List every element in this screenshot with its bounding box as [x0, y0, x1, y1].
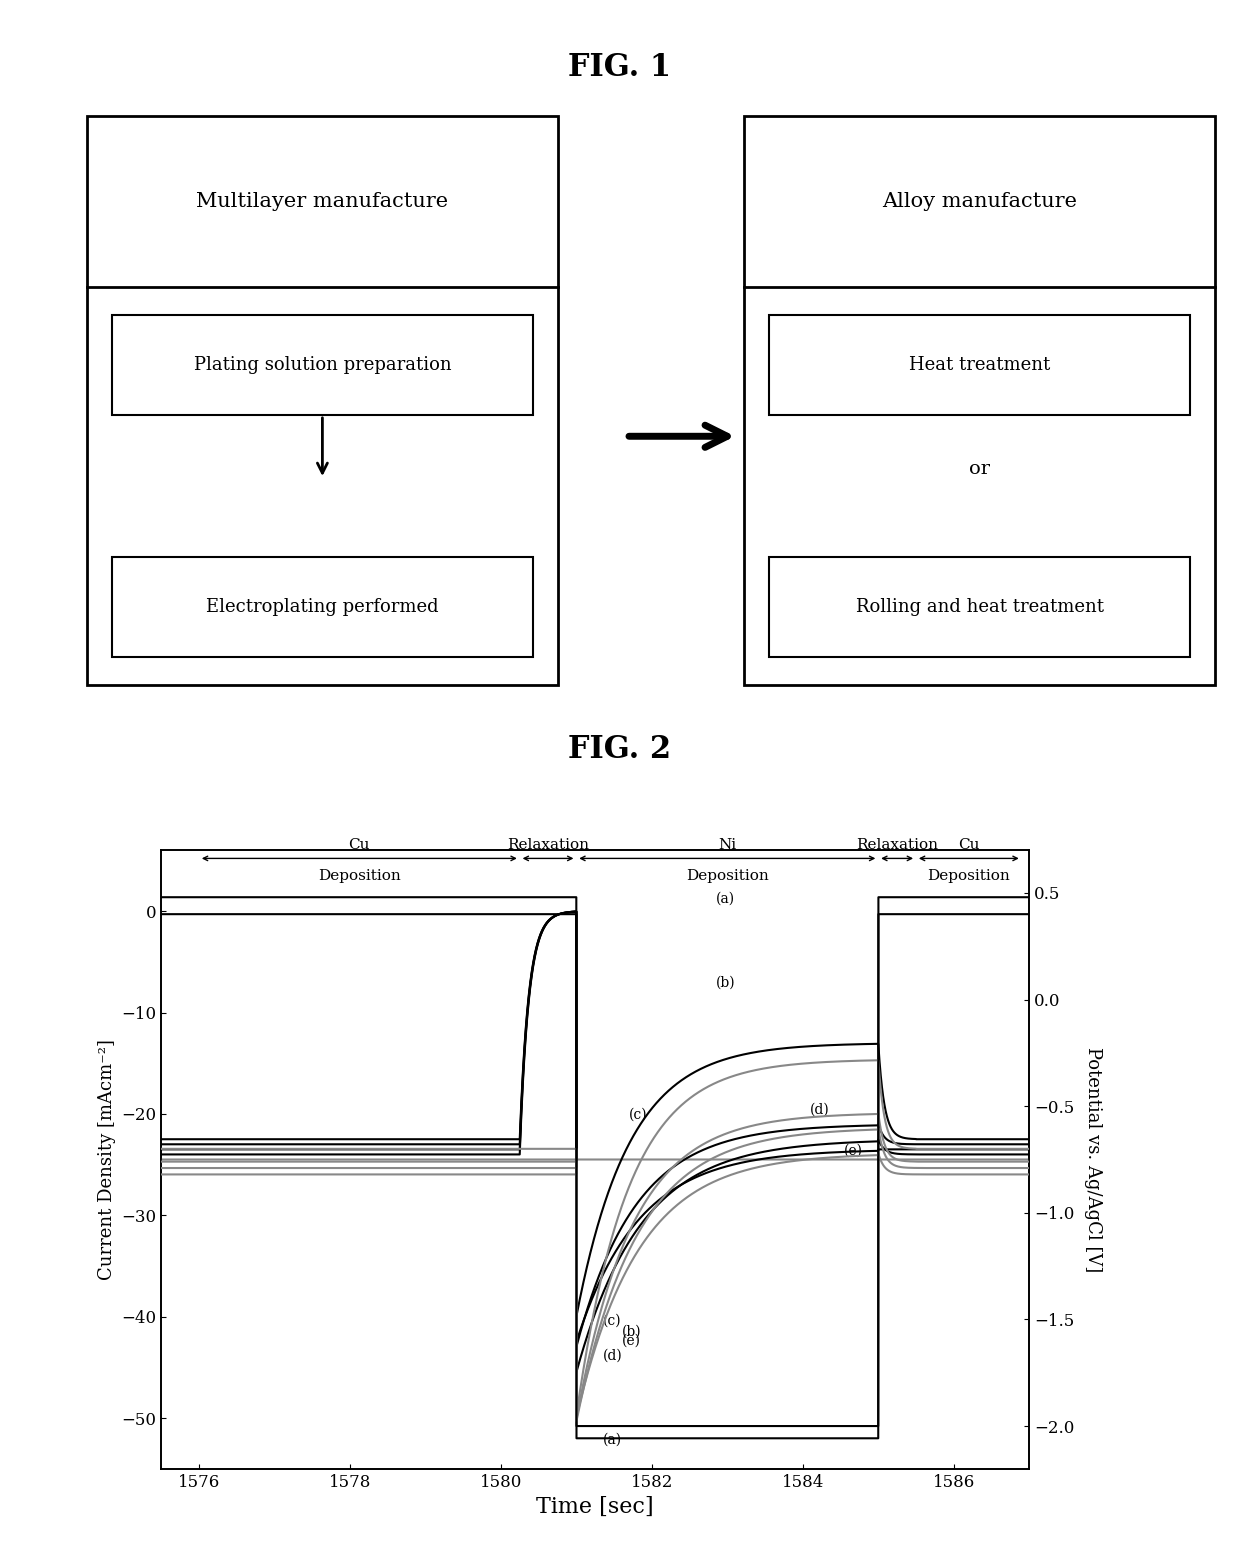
Text: Electroplating performed: Electroplating performed	[206, 598, 439, 615]
Text: Multilayer manufacture: Multilayer manufacture	[196, 192, 449, 212]
Text: Heat treatment: Heat treatment	[909, 356, 1050, 374]
Y-axis label: Current Density [mAcm⁻²]: Current Density [mAcm⁻²]	[98, 1039, 115, 1280]
FancyBboxPatch shape	[112, 315, 533, 414]
Text: FIG. 1: FIG. 1	[568, 53, 672, 83]
FancyBboxPatch shape	[87, 116, 558, 685]
Text: Deposition: Deposition	[686, 869, 769, 883]
Text: (c): (c)	[603, 1314, 621, 1328]
FancyBboxPatch shape	[112, 557, 533, 657]
Text: Rolling and heat treatment: Rolling and heat treatment	[856, 598, 1104, 615]
Text: (e): (e)	[844, 1144, 863, 1158]
FancyBboxPatch shape	[769, 315, 1190, 414]
Text: Cu: Cu	[959, 838, 980, 852]
Text: (e): (e)	[621, 1334, 641, 1348]
Text: Ni: Ni	[718, 838, 737, 852]
Text: Deposition: Deposition	[317, 869, 401, 883]
Text: (a): (a)	[715, 892, 735, 906]
Text: Relaxation: Relaxation	[856, 838, 939, 852]
FancyBboxPatch shape	[744, 116, 1215, 685]
Text: (d): (d)	[810, 1102, 830, 1116]
FancyBboxPatch shape	[769, 557, 1190, 657]
Text: or: or	[970, 461, 990, 478]
Text: (b): (b)	[715, 976, 735, 989]
X-axis label: Time [sec]: Time [sec]	[537, 1497, 653, 1518]
Text: (b): (b)	[621, 1325, 641, 1339]
Text: Deposition: Deposition	[928, 869, 1011, 883]
Text: Plating solution preparation: Plating solution preparation	[193, 356, 451, 374]
Text: (a): (a)	[603, 1432, 622, 1447]
Text: Alloy manufacture: Alloy manufacture	[882, 192, 1078, 212]
Text: FIG. 2: FIG. 2	[568, 734, 672, 765]
Y-axis label: Potential vs. Ag/AgCl [V]: Potential vs. Ag/AgCl [V]	[1084, 1047, 1102, 1272]
Text: (d): (d)	[603, 1348, 622, 1362]
Text: (c): (c)	[629, 1108, 647, 1122]
Text: Cu: Cu	[348, 838, 370, 852]
Text: Relaxation: Relaxation	[507, 838, 589, 852]
